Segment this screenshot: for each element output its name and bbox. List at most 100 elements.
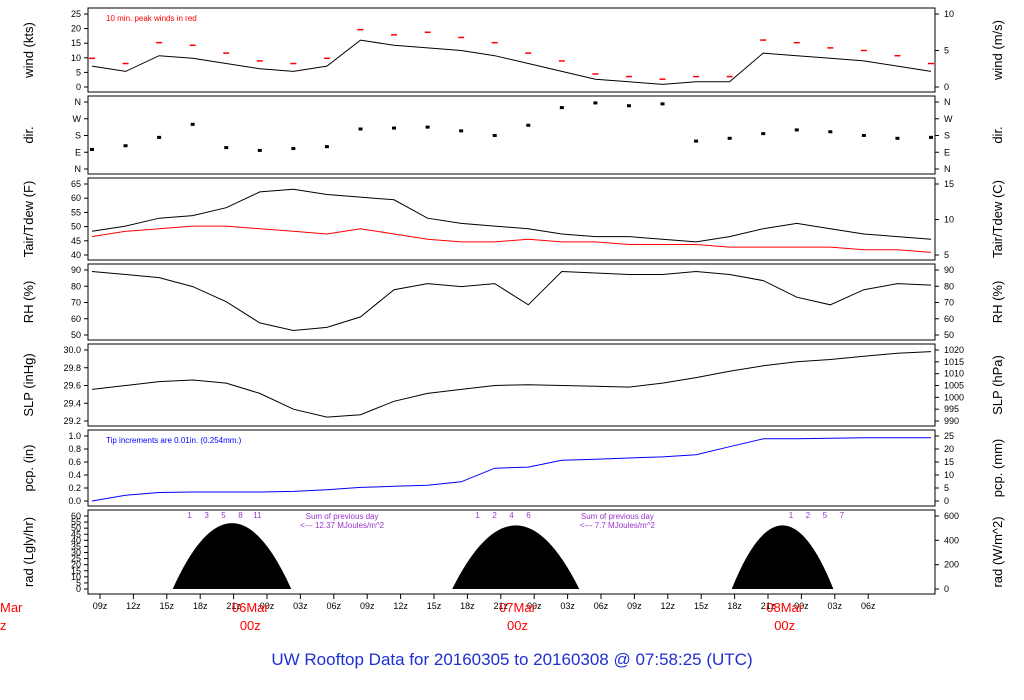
left-tick-label: 0 xyxy=(76,584,81,594)
rad-sum-label: Sum of previous day xyxy=(581,512,654,521)
left-tick-label: N xyxy=(75,97,82,107)
left-tick-label: 5 xyxy=(76,578,81,588)
dir-point xyxy=(392,126,397,130)
right-tick-label: 400 xyxy=(944,535,959,545)
x-tick-label: 18z xyxy=(460,601,475,611)
dir-point xyxy=(626,104,631,108)
dir-point xyxy=(660,102,665,106)
dir-point xyxy=(190,122,195,126)
right-tick-label: 5 xyxy=(944,483,949,493)
right-tick-label: 1015 xyxy=(944,357,964,367)
rad-day-2-area xyxy=(452,525,580,589)
rad-day-1-area xyxy=(172,523,292,589)
left-tick-label: 29.8 xyxy=(63,363,81,373)
left-tick-label: 25 xyxy=(71,9,81,19)
left-tick-label: 70 xyxy=(71,298,81,308)
pcp-left-axis-label: pcp. (in) xyxy=(21,445,36,492)
left-tick-label: 29.4 xyxy=(63,398,81,408)
rad-hour-marker: 8 xyxy=(238,511,243,520)
x-tick-label: 03z xyxy=(828,601,843,611)
left-tick-label: 0.2 xyxy=(68,483,81,493)
left-tick-label: 40 xyxy=(71,535,81,545)
dir-panel-frame xyxy=(87,95,936,175)
right-tick-label: E xyxy=(944,147,950,157)
left-tick-label: 0.0 xyxy=(68,496,81,506)
rh-right-axis-label: RH (%) xyxy=(990,281,1005,324)
dir-point xyxy=(425,125,430,129)
rad-hour-marker: 5 xyxy=(221,511,226,520)
edge-date-label: Mar xyxy=(0,600,23,615)
dir-point xyxy=(761,132,766,136)
right-tick-label: 15 xyxy=(944,179,954,189)
right-tick-label: 10 xyxy=(944,9,954,19)
x-tick-label: 15z xyxy=(427,601,442,611)
right-tick-label: 1000 xyxy=(944,392,964,402)
dir-point xyxy=(861,134,866,137)
left-tick-label: 10 xyxy=(71,53,81,63)
date-label-time: 00z xyxy=(240,618,261,633)
dir-point xyxy=(157,135,162,139)
pcp-right-axis-label: pcp. (mm) xyxy=(990,439,1005,498)
left-tick-label: 50 xyxy=(71,330,81,340)
rh-series-0-line xyxy=(91,270,932,332)
left-tick-label: 50 xyxy=(71,523,81,533)
right-tick-label: 50 xyxy=(944,330,954,340)
slp-left-axis-label: SLP (inHg) xyxy=(21,353,36,416)
left-tick-label: 15 xyxy=(71,566,81,576)
date-label: 07Mar xyxy=(499,600,537,615)
date-label-time: 00z xyxy=(507,618,528,633)
right-tick-label: 5 xyxy=(944,250,949,260)
left-tick-label: 45 xyxy=(71,529,81,539)
right-tick-label: W xyxy=(944,114,953,124)
rad-hour-marker: 1 xyxy=(187,511,192,520)
x-tick-label: 09z xyxy=(93,601,108,611)
dir-right-axis-label: dir. xyxy=(990,126,1005,143)
left-tick-label: 0 xyxy=(76,82,81,92)
x-tick-label: 00z xyxy=(527,601,542,611)
left-tick-label: 0.4 xyxy=(68,470,81,480)
dir-point xyxy=(123,144,128,148)
rh-left-axis-label: RH (%) xyxy=(21,281,36,324)
left-tick-label: 25 xyxy=(71,554,81,564)
rad-hour-marker: 2 xyxy=(492,511,497,520)
left-tick-label: 30 xyxy=(71,548,81,558)
x-tick-label: 12z xyxy=(661,601,676,611)
left-tick-label: 29.6 xyxy=(63,381,81,391)
rad-hour-marker: 11 xyxy=(253,511,262,520)
right-tick-label: 20 xyxy=(944,444,954,454)
left-tick-label: 10 xyxy=(71,572,81,582)
right-tick-label: 600 xyxy=(944,511,959,521)
dir-left-axis-label: dir. xyxy=(21,126,36,143)
x-tick-label: 00z xyxy=(260,601,275,611)
rad-hour-marker: 2 xyxy=(806,511,811,520)
x-tick-label: 03z xyxy=(293,601,308,611)
x-tick-label: 21z xyxy=(494,601,509,611)
dir-point xyxy=(794,128,799,132)
rad-left-axis-label: rad (Lgly/hr) xyxy=(21,517,36,587)
left-tick-label: 50 xyxy=(71,222,81,232)
left-tick-label: 65 xyxy=(71,179,81,189)
rad-hour-marker: 1 xyxy=(475,511,480,520)
dir-point xyxy=(492,134,497,137)
left-tick-label: 60 xyxy=(71,193,81,203)
x-tick-label: 21z xyxy=(226,601,241,611)
temp-right-axis-label: Tair/Tdew (C) xyxy=(990,180,1005,258)
left-tick-label: N xyxy=(75,164,82,174)
right-tick-label: 200 xyxy=(944,560,959,570)
right-tick-label: 1010 xyxy=(944,369,964,379)
right-tick-label: 990 xyxy=(944,416,959,426)
left-tick-label: W xyxy=(73,114,82,124)
dir-point xyxy=(727,136,732,140)
right-tick-label: 10 xyxy=(944,215,954,225)
dir-point xyxy=(257,148,262,152)
rad-hour-marker: 4 xyxy=(509,511,514,520)
right-tick-label: 90 xyxy=(944,265,954,275)
x-tick-label: 00z xyxy=(794,601,809,611)
pcp-panel-frame xyxy=(87,429,936,507)
rad-sum-value: <--- 12.37 MJoules/m^2 xyxy=(300,521,385,530)
rad-hour-marker: 6 xyxy=(526,511,531,520)
left-tick-label: S xyxy=(75,131,81,141)
rad-hour-marker: 3 xyxy=(204,511,209,520)
edge-date-time: z xyxy=(0,618,7,633)
